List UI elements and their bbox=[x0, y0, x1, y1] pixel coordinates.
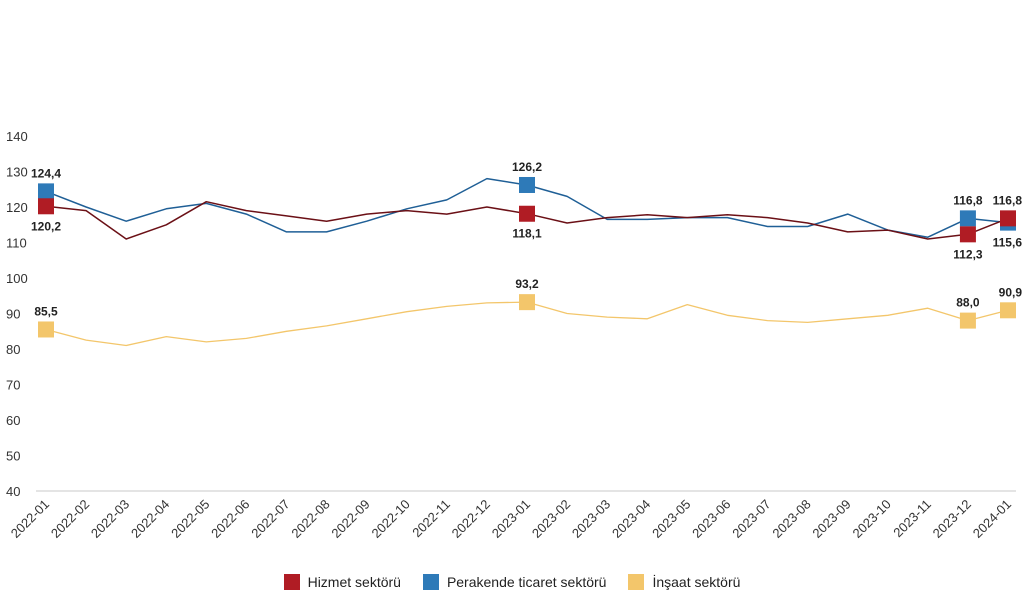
x-tick-label: 2022-01 bbox=[8, 497, 52, 541]
x-tick-label: 2023-05 bbox=[649, 497, 693, 541]
legend-item-perakende: Perakende ticaret sektörü bbox=[422, 574, 607, 590]
data-label: 120,2 bbox=[31, 219, 61, 233]
y-tick-label: 60 bbox=[6, 413, 20, 428]
series-marker-0 bbox=[959, 226, 976, 243]
x-tick-label: 2022-08 bbox=[288, 497, 332, 541]
data-label: 93,2 bbox=[515, 277, 539, 291]
x-tick-label: 2022-05 bbox=[168, 497, 212, 541]
x-tick-label: 2023-12 bbox=[930, 497, 974, 541]
data-label: 116,8 bbox=[953, 193, 983, 207]
series-marker-2 bbox=[519, 294, 535, 311]
legend-label-hizmet: Hizmet sektörü bbox=[307, 574, 401, 590]
x-tick-label: 2022-06 bbox=[208, 497, 252, 541]
x-tick-label: 2024-01 bbox=[970, 497, 1014, 541]
x-tick-label: 2023-06 bbox=[689, 497, 733, 541]
x-tick-label: 2022-07 bbox=[248, 497, 292, 541]
data-label: 116,8 bbox=[993, 193, 1023, 207]
series-markers bbox=[38, 176, 1016, 338]
data-label: 112,3 bbox=[953, 247, 983, 261]
x-tick-label: 2023-04 bbox=[609, 497, 653, 541]
data-label: 126,2 bbox=[512, 160, 542, 174]
legend-label-perakende: Perakende ticaret sektörü bbox=[446, 574, 607, 590]
series-marker-2 bbox=[959, 312, 976, 329]
data-label: 88,0 bbox=[956, 296, 980, 310]
data-label: 118,1 bbox=[512, 227, 542, 241]
x-tick-label: 2023-10 bbox=[850, 497, 894, 541]
data-label: 85,5 bbox=[34, 304, 58, 318]
series-marker-1 bbox=[519, 176, 535, 193]
x-tick-label: 2022-09 bbox=[328, 497, 372, 541]
series-marker-0 bbox=[38, 198, 54, 215]
legend-swatch-perakende bbox=[422, 574, 439, 590]
legend: Hizmet sektörü Perakende ticaret sektörü… bbox=[0, 574, 1024, 590]
y-tick-label: 110 bbox=[6, 236, 27, 251]
series-marker-0 bbox=[519, 205, 535, 222]
x-tick-label: 2023-09 bbox=[809, 497, 853, 541]
x-tick-label: 2023-03 bbox=[569, 497, 613, 541]
series-marker-0 bbox=[1000, 210, 1016, 227]
y-tick-label: 80 bbox=[6, 342, 20, 357]
data-label: 115,6 bbox=[993, 236, 1023, 250]
data-label: 124,4 bbox=[31, 166, 61, 180]
series-marker-1 bbox=[38, 183, 54, 200]
y-tick-label: 130 bbox=[6, 165, 28, 180]
series-marker-2 bbox=[1000, 302, 1016, 319]
series-marker-2 bbox=[38, 321, 54, 338]
x-tick-label: 2022-10 bbox=[369, 497, 413, 541]
y-tick-label: 120 bbox=[6, 200, 28, 215]
x-tick-label: 2023-07 bbox=[729, 497, 773, 541]
data-label: 90,9 bbox=[999, 285, 1023, 299]
data-labels: 120,2 118,1 112,3 116,8 124,4 126,2 116,8 115,6… bbox=[31, 160, 1022, 318]
legend-item-hizmet: Hizmet sektörü bbox=[283, 574, 401, 590]
x-tick-label: 2023-02 bbox=[529, 497, 573, 541]
legend-item-insaat: İnşaat sektörü bbox=[628, 574, 740, 590]
x-tick-label: 2023-01 bbox=[489, 497, 533, 541]
y-tick-label: 40 bbox=[6, 484, 20, 499]
x-axis: 2022-012022-022022-032022-042022-052022-… bbox=[8, 490, 1016, 541]
y-tick-label: 90 bbox=[6, 307, 20, 322]
y-tick-label: 70 bbox=[6, 378, 20, 393]
y-tick-label: 140 bbox=[6, 129, 28, 144]
y-tick-label: 50 bbox=[6, 449, 20, 464]
x-tick-label: 2022-11 bbox=[409, 497, 453, 541]
series-marker-1 bbox=[959, 210, 976, 227]
legend-swatch-hizmet bbox=[283, 574, 300, 590]
y-tick-label: 100 bbox=[6, 271, 28, 286]
legend-swatch-insaat bbox=[628, 574, 645, 590]
series-lines bbox=[45, 177, 1009, 347]
x-tick-label: 2022-12 bbox=[449, 497, 493, 541]
legend-label-insaat: İnşaat sektörü bbox=[652, 574, 741, 590]
x-tick-label: 2023-11 bbox=[890, 497, 934, 541]
x-tick-label: 2022-03 bbox=[88, 497, 132, 541]
x-tick-label: 2023-08 bbox=[769, 497, 813, 541]
x-tick-label: 2022-04 bbox=[128, 497, 172, 541]
y-axis: 40 50 60 70 80 90 100 110 120 130 140 bbox=[6, 129, 28, 499]
x-tick-label: 2022-02 bbox=[48, 497, 92, 541]
